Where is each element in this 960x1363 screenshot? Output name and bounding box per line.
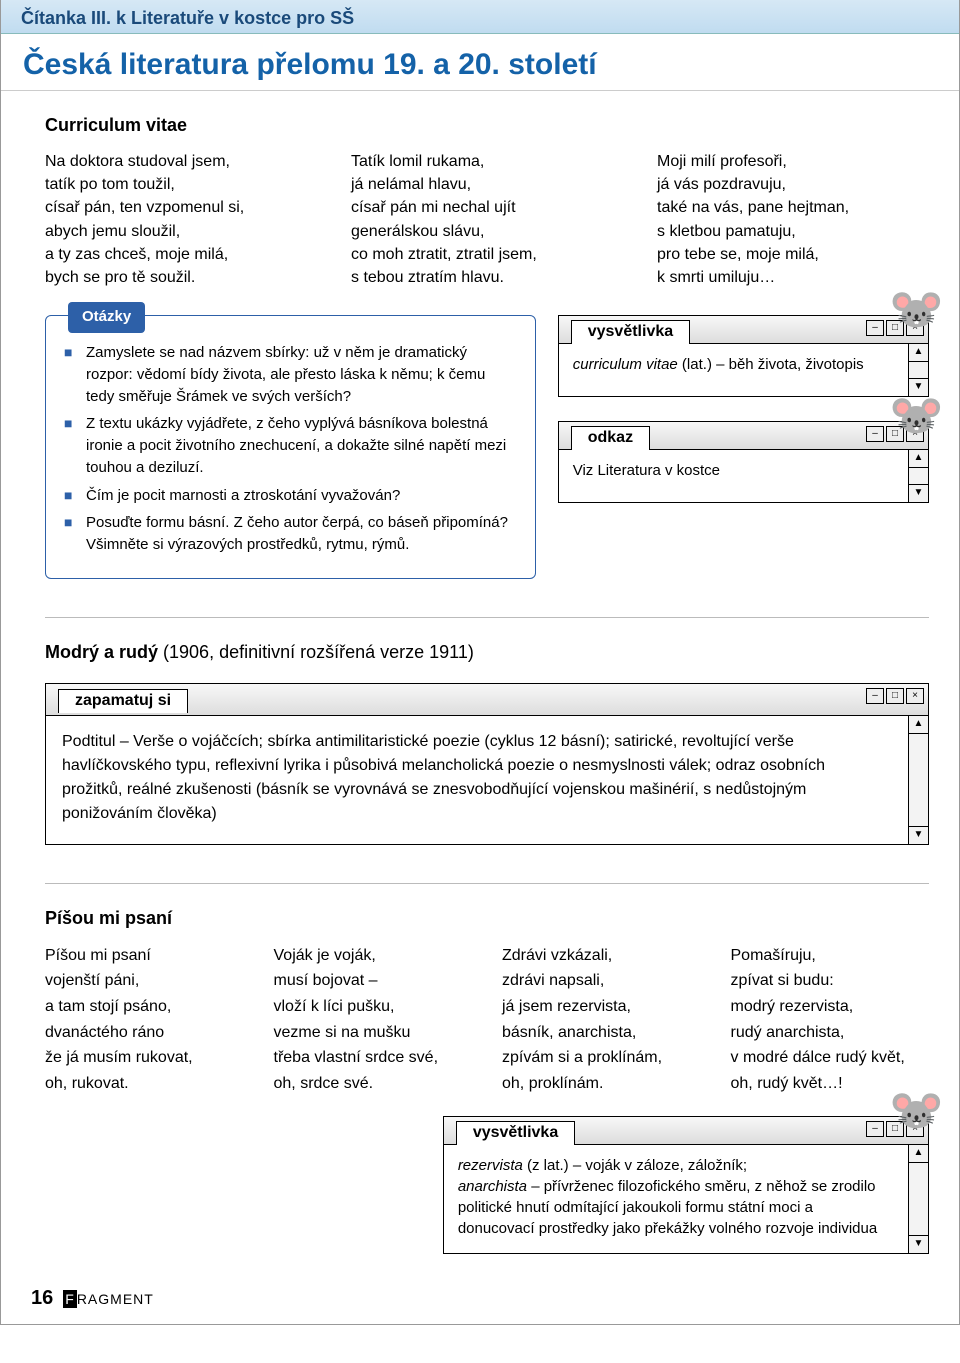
close-icon[interactable]: × [906, 1121, 924, 1137]
scrollbar[interactable]: ▲ ▼ [908, 716, 928, 844]
window-buttons: – □ × [866, 320, 924, 336]
min-icon[interactable]: – [866, 1121, 884, 1137]
min-icon[interactable]: – [866, 688, 884, 704]
content-area: Curriculum vitae Na doktora studoval jse… [1, 91, 959, 1324]
scrollbar[interactable]: ▲ ▼ [908, 450, 928, 502]
info-box-zapamatuj: zapamatuj si – □ × Podtitul – Verše o vo… [45, 683, 929, 845]
book-title-bold: Modrý a rudý [45, 642, 158, 662]
bottom-row: vysvětlivka – □ × 🐭 rezervista (z lat.) … [45, 1116, 929, 1254]
stanza-row-cv: Na doktora studoval jsem, tatík po tom t… [45, 150, 929, 289]
book-title-rest: (1906, definitivní rozšířená verze 1911) [158, 642, 474, 662]
poem-heading-cv: Curriculum vitae [45, 115, 929, 136]
top-bar: Čítanka III. k Literatuře v kostce pro S… [1, 0, 959, 34]
close-icon[interactable]: × [906, 688, 924, 704]
info-box-header: vysvětlivka – □ × [559, 316, 928, 344]
zapamatuj-wrap: zapamatuj si – □ × Podtitul – Verše o vo… [45, 683, 929, 845]
stanza-col: Pomašíruju, zpívat si budu: modrý rezerv… [731, 943, 930, 1097]
info-box-body: rezervista (z lat.) – voják v záloze, zá… [444, 1145, 928, 1253]
info-box-tab: vysvětlivka [456, 1121, 575, 1145]
questions-tab: Otázky [68, 302, 145, 333]
close-icon[interactable]: × [906, 320, 924, 336]
max-icon[interactable]: □ [886, 426, 904, 442]
scroll-track[interactable] [909, 468, 928, 484]
info-box-body: Podtitul – Verše o vojáčcích; sbírka ant… [46, 716, 928, 844]
question-item: Z textu ukázky vyjádřete, z čeho vyplývá… [64, 413, 517, 478]
question-item: Posuďte formu básní. Z čeho autor čerpá,… [64, 512, 517, 556]
scroll-up-icon[interactable]: ▲ [909, 344, 928, 362]
divider [45, 617, 929, 618]
scrollbar[interactable]: ▲ ▼ [908, 1145, 928, 1253]
max-icon[interactable]: □ [886, 1121, 904, 1137]
stanza-col: Píšou mi psaní vojenští páni, a tam stoj… [45, 943, 244, 1097]
book-title-line: Modrý a rudý (1906, definitivní rozšířen… [45, 642, 929, 663]
scroll-up-icon[interactable]: ▲ [909, 450, 928, 468]
page-footer: 16 FRAGMENT [31, 1287, 154, 1310]
window-buttons: – □ × [866, 426, 924, 442]
close-icon[interactable]: × [906, 426, 924, 442]
stanza-row-pisou: Píšou mi psaní vojenští páni, a tam stoj… [45, 943, 929, 1097]
stanza-col: Moji milí profesoři, já vás pozdravuju, … [657, 150, 929, 289]
question-item: Zamyslete se nad názvem sbírky: už v něm… [64, 342, 517, 407]
max-icon[interactable]: □ [886, 320, 904, 336]
max-icon[interactable]: □ [886, 688, 904, 704]
zapamatuj-text: Podtitul – Verše o vojáčcích; sbírka ant… [62, 733, 825, 822]
term-italic: anarchista [458, 1178, 527, 1195]
info-box-vysvetlivka: vysvětlivka – □ × 🐭 curriculum vitae (la… [558, 315, 929, 397]
info-box-tab: vysvětlivka [571, 320, 690, 344]
odkaz-text: Viz Literatura v kostce [573, 462, 720, 479]
info-box-vysvetlivka-2: vysvětlivka – □ × 🐭 rezervista (z lat.) … [443, 1116, 929, 1254]
poem-heading-pisou: Píšou mi psaní [45, 908, 929, 929]
page-title: Česká literatura přelomu 19. a 20. stole… [1, 34, 959, 91]
min-icon[interactable]: – [866, 426, 884, 442]
term-italic: rezervista [458, 1157, 523, 1174]
mid-row: Otázky Zamyslete se nad názvem sbírky: u… [45, 315, 929, 579]
questions-box: Otázky Zamyslete se nad názvem sbírky: u… [45, 315, 536, 579]
scroll-down-icon[interactable]: ▼ [909, 826, 928, 844]
question-item: Čím je pocit marnosti a ztroskotání vyva… [64, 485, 517, 507]
info-box-body: Viz Literatura v kostce [559, 450, 928, 502]
stanza-col: Tatík lomil rukama, já nelámal hlavu, cí… [351, 150, 623, 289]
stanza-col: Zdrávi vzkázali, zdrávi napsali, já jsem… [502, 943, 701, 1097]
breadcrumb-title: Čítanka III. k Literatuře v kostce pro S… [21, 8, 939, 29]
scroll-down-icon[interactable]: ▼ [909, 378, 928, 396]
stanza-col: Voják je voják, musí bojovat – vloží k l… [274, 943, 473, 1097]
info-box-header: zapamatuj si – □ × [46, 684, 928, 716]
scroll-track[interactable] [909, 1163, 928, 1235]
scroll-track[interactable] [909, 362, 928, 378]
min-icon[interactable]: – [866, 320, 884, 336]
term-italic: curriculum vitae [573, 356, 678, 373]
questions-list: Zamyslete se nad názvem sbírky: už v něm… [64, 342, 517, 556]
info-box-header: odkaz – □ × [559, 422, 928, 450]
info-box-tab: zapamatuj si [58, 689, 188, 713]
scroll-up-icon[interactable]: ▲ [909, 716, 928, 734]
info-box-header: vysvětlivka – □ × [444, 1117, 928, 1145]
scrollbar[interactable]: ▲ ▼ [908, 344, 928, 396]
info-box-odkaz: odkaz – □ × 🐭 Viz Literatura v kostce ▲ [558, 421, 929, 503]
divider [45, 883, 929, 884]
term-definition: (lat.) – běh života, životopis [678, 356, 864, 373]
term-definition: (z lat.) – voják v záloze, záložník; [523, 1157, 747, 1174]
scroll-down-icon[interactable]: ▼ [909, 484, 928, 502]
stanza-col: Na doktora studoval jsem, tatík po tom t… [45, 150, 317, 289]
publisher-logo: FRAGMENT [63, 1291, 154, 1307]
window-buttons: – □ × [866, 688, 924, 704]
page: Čítanka III. k Literatuře v kostce pro S… [0, 0, 960, 1325]
info-box-tab: odkaz [571, 426, 650, 450]
scroll-up-icon[interactable]: ▲ [909, 1145, 928, 1163]
info-box-body: curriculum vitae (lat.) – běh života, ži… [559, 344, 928, 396]
scroll-down-icon[interactable]: ▼ [909, 1235, 928, 1253]
right-column: vysvětlivka – □ × 🐭 curriculum vitae (la… [558, 315, 929, 503]
scroll-track[interactable] [909, 734, 928, 826]
page-number: 16 [31, 1287, 53, 1310]
window-buttons: – □ × [866, 1121, 924, 1137]
